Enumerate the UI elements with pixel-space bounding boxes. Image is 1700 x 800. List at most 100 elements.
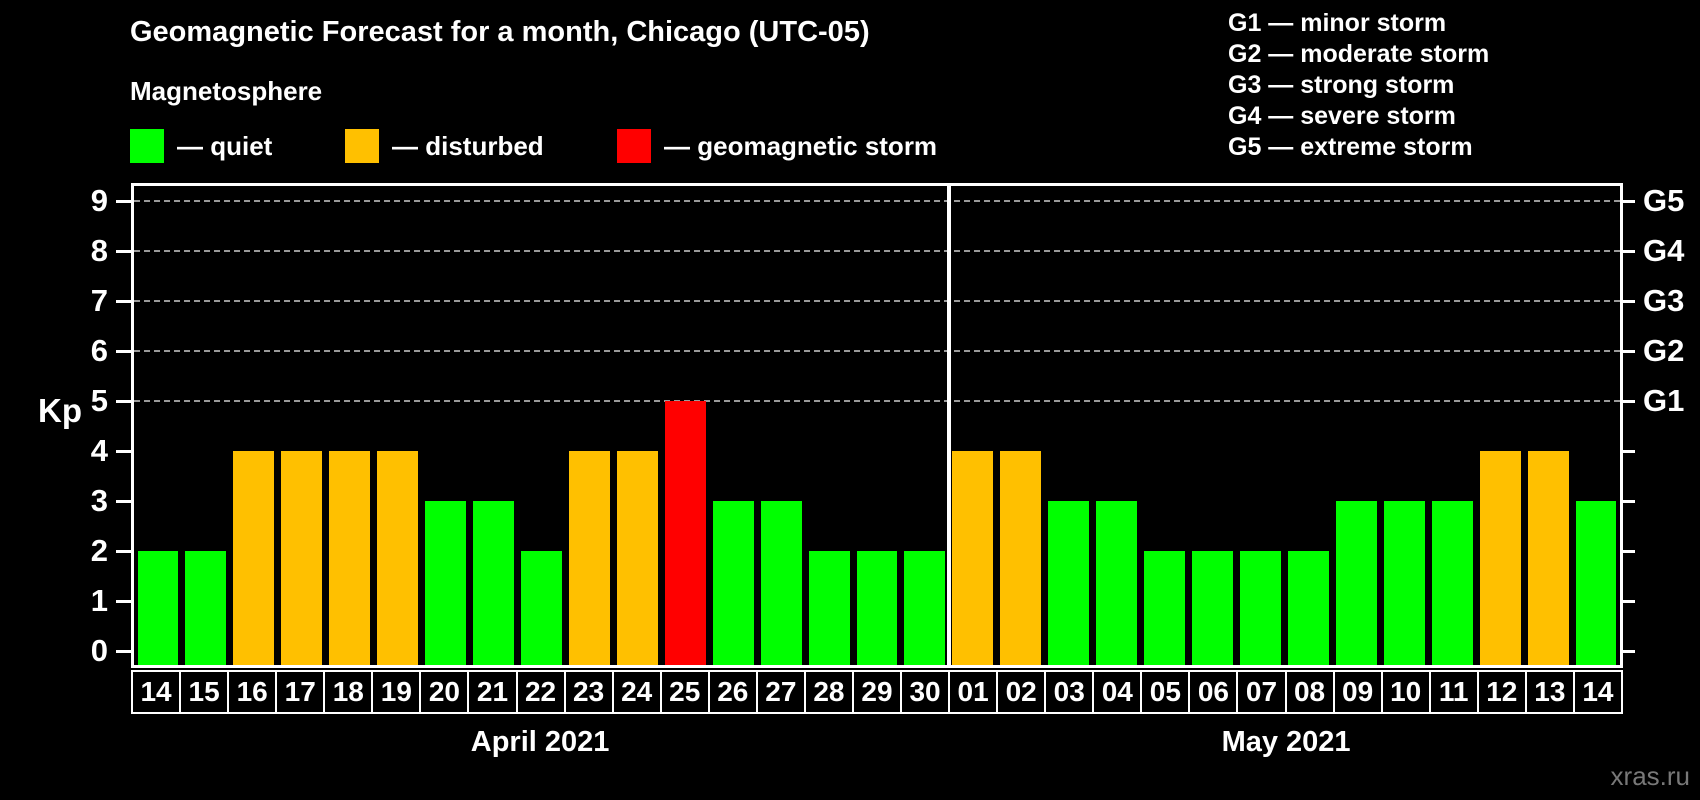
kp-bar-april-22 (520, 551, 562, 665)
gridline-kp5 (134, 400, 1620, 402)
kp-bar-april-27 (760, 501, 802, 665)
kp-bar-may-14 (1575, 501, 1617, 665)
storm-scale-g2: G2 — moderate storm (1228, 40, 1490, 68)
gridline-kp7 (134, 300, 1620, 302)
magnetosphere-subtitle: Magnetosphere (130, 76, 323, 106)
y-tick-9 (116, 199, 131, 203)
kp-bar-april-25 (664, 401, 706, 665)
page-title: Geomagnetic Forecast for a month, Chicag… (130, 16, 870, 48)
r-tick-5 (1620, 399, 1635, 403)
day-label-april-17: 17 (275, 670, 326, 714)
quiet-swatch-icon (130, 129, 164, 163)
storm-scale-g4: G4 — severe storm (1228, 102, 1456, 130)
r-tick-7 (1620, 299, 1635, 303)
legend-item-disturbed: — disturbed (345, 128, 544, 164)
gridline-kp9 (134, 200, 1620, 202)
day-label-may-12: 12 (1476, 670, 1527, 714)
y-axis-ticks (116, 186, 131, 665)
r-tick-3 (1620, 499, 1635, 503)
kp-bar-april-23 (568, 451, 610, 665)
kp-bar-april-15 (185, 551, 227, 665)
day-label-april-16: 16 (227, 670, 278, 714)
kp-bar-may-06 (1192, 551, 1233, 665)
kp-bar-may-07 (1240, 551, 1281, 665)
y-tick-label-5: 5 (90, 383, 108, 418)
g-label-g4: G4 (1643, 233, 1685, 268)
storm-scale-g1: G1 — minor storm (1228, 9, 1447, 37)
day-label-may-08: 08 (1284, 670, 1335, 714)
g-label-g2: G2 (1643, 333, 1685, 368)
day-label-may-01: 01 (948, 670, 999, 714)
r-tick-9 (1620, 199, 1635, 203)
y-tick-label-3: 3 (90, 483, 108, 518)
y-tick-label-1: 1 (90, 583, 108, 618)
day-label-april-14: 14 (131, 670, 182, 714)
y-tick-label-2: 2 (90, 533, 108, 568)
y-tick-4 (116, 449, 131, 453)
y-tick-label-6: 6 (90, 333, 108, 368)
day-label-april-15: 15 (179, 670, 230, 714)
disturbed-swatch-icon (345, 129, 379, 163)
kp-bar-april-28 (808, 551, 850, 665)
y-tick-label-9: 9 (90, 183, 108, 218)
day-label-april-24: 24 (611, 670, 662, 714)
kp-bar-may-03 (1048, 501, 1090, 665)
y-tick-1 (116, 599, 131, 603)
legend-label-storm: — geomagnetic storm (664, 130, 938, 161)
y-tick-label-7: 7 (90, 283, 108, 318)
legend-item-quiet: — quiet (130, 128, 272, 164)
day-label-may-14: 14 (1572, 670, 1623, 714)
day-label-may-05: 05 (1140, 670, 1191, 714)
kp-bar-may-08 (1287, 551, 1329, 665)
day-label-may-04: 04 (1092, 670, 1143, 714)
y-tick-0 (116, 649, 131, 653)
x-axis-day-labels: 14 15 16 17 18 19 20 21 22 23 24 25 26 27 28 29 30 01 02 03… (131, 670, 1623, 714)
storm-scale-g5: G5 — extreme storm (1228, 133, 1473, 161)
right-axis-g-labels: G1 G2 G3 G4 G5 (1643, 183, 1700, 665)
day-label-may-03: 03 (1044, 670, 1095, 714)
day-label-april-21: 21 (467, 670, 518, 714)
month-label-april: April 2021 (470, 726, 610, 758)
y-tick-8 (116, 249, 131, 253)
y-tick-3 (116, 499, 131, 503)
g-label-g5: G5 (1643, 183, 1685, 218)
kp-bar-may-11 (1431, 501, 1473, 665)
day-label-may-13: 13 (1524, 670, 1575, 714)
day-label-april-22: 22 (515, 670, 566, 714)
day-label-april-20: 20 (419, 670, 470, 714)
day-label-april-25: 25 (659, 670, 710, 714)
y-tick-5 (116, 399, 131, 403)
month-divider (946, 186, 951, 665)
day-label-april-29: 29 (851, 670, 902, 714)
day-label-may-11: 11 (1428, 670, 1479, 714)
kp-bar-may-04 (1096, 501, 1138, 665)
right-axis-ticks (1620, 186, 1635, 665)
kp-bar-may-13 (1527, 451, 1569, 665)
storm-scale-g3: G3 — strong storm (1228, 71, 1455, 99)
legend-item-storm: — geomagnetic storm (617, 128, 937, 164)
kp-bar-may-10 (1383, 501, 1425, 665)
r-tick-2 (1620, 549, 1635, 553)
kp-bar-april-19 (377, 451, 419, 665)
r-tick-1 (1620, 599, 1635, 603)
y-axis-title: Kp (38, 392, 82, 429)
r-tick-0 (1620, 649, 1635, 653)
storm-scale-legend: G1 — minor storm G2 — moderate storm G3 … (1228, 8, 1489, 163)
day-label-may-02: 02 (996, 670, 1047, 714)
kp-bar-april-16 (233, 451, 275, 665)
day-label-april-26: 26 (707, 670, 758, 714)
r-tick-6 (1620, 349, 1635, 353)
y-tick-7 (116, 299, 131, 303)
g-label-g1: G1 (1643, 383, 1685, 418)
kp-bar-april-26 (712, 501, 754, 665)
kp-bar-may-12 (1479, 451, 1521, 665)
y-tick-6 (116, 349, 131, 353)
y-axis-labels: 0 1 2 3 4 5 6 7 8 9 (50, 183, 108, 668)
day-label-april-18: 18 (323, 670, 374, 714)
legend-label-disturbed: — disturbed (392, 130, 544, 161)
r-tick-4 (1620, 449, 1635, 453)
day-label-april-19: 19 (371, 670, 422, 714)
day-label-april-27: 27 (755, 670, 806, 714)
g-label-g3: G3 (1643, 283, 1685, 318)
y-tick-2 (116, 549, 131, 553)
